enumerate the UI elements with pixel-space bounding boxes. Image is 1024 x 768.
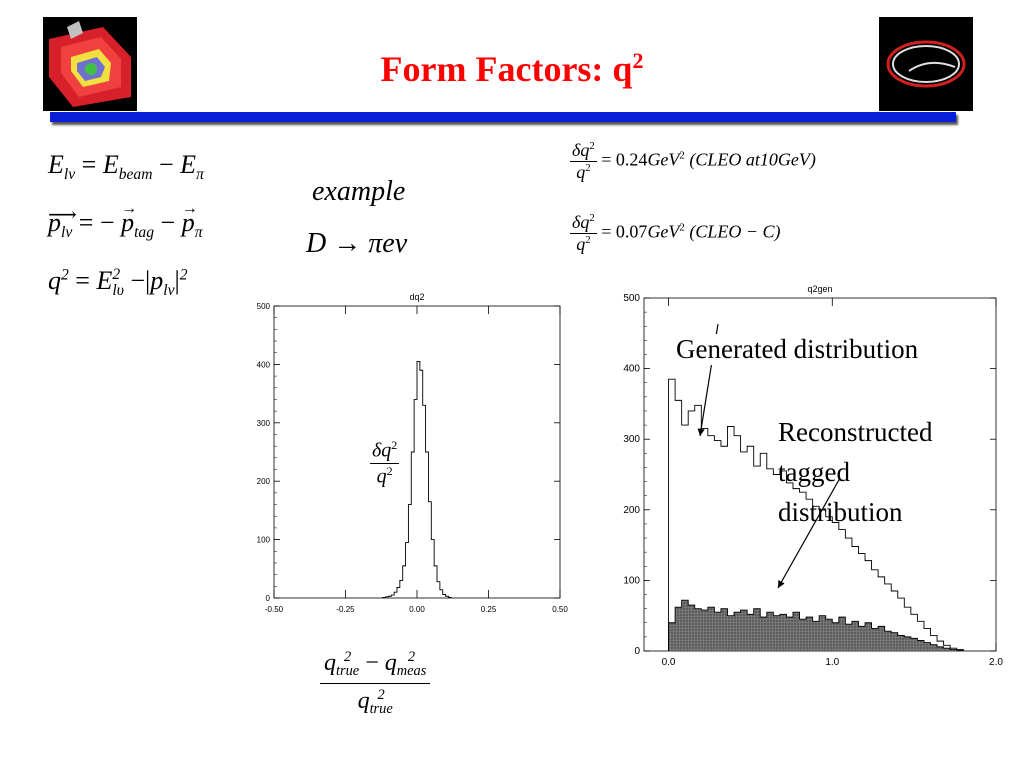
y-tick-label: 400 <box>623 364 640 375</box>
reconstructed-distribution-label: Reconstructed tagged distribution <box>778 417 933 527</box>
title-divider <box>50 112 956 122</box>
series-1-histogram <box>668 599 964 651</box>
chart-title: dq2 <box>409 292 424 302</box>
slide-title: Form Factors: q2 <box>380 48 644 89</box>
plot-resolution-fraction: δq2 q2 <box>370 438 400 488</box>
y-tick-label: 300 <box>623 434 640 445</box>
q2-equation: q2 = E 2 lυ −|plν|2 <box>48 266 188 300</box>
resolution-definition: q 2 true − q 2 meas q 2 true <box>320 650 431 717</box>
cleo-detector-cutaway-icon <box>43 17 137 111</box>
chart-title: q2gen <box>807 284 832 294</box>
resolution-cleo-c: δq2 q2 = 0.07GeV2 (CLEO − C) <box>570 212 781 254</box>
x-tick-label: 1.0 <box>825 657 839 668</box>
x-tick-label: 0.0 <box>662 657 676 668</box>
example-label: example <box>312 176 406 207</box>
y-tick-label: 500 <box>623 293 640 304</box>
y-tick-label: 200 <box>623 505 640 516</box>
y-tick-label: 400 <box>257 360 271 369</box>
q2gen-histogram: q2gen 0 100 200 300 400 500 0.0 1.0 2.0 <box>623 284 1003 668</box>
series-0-histogram <box>668 378 964 651</box>
y-tick-label: 0 <box>634 646 640 657</box>
x-tick-label: 0.50 <box>552 605 568 614</box>
y-tick-label: 100 <box>257 536 271 545</box>
momentum-equation: ⟶ plν = − → ptag − → pπ <box>48 200 203 242</box>
x-tick-label: -0.25 <box>336 605 355 614</box>
decay-equation: D → πeν <box>306 228 408 259</box>
x-tick-label: 0.25 <box>481 605 497 614</box>
energy-equation: Elν = Ebeam − Eπ <box>48 150 204 184</box>
y-tick-label: 100 <box>623 575 640 586</box>
x-tick-label: 2.0 <box>989 657 1003 668</box>
series-0-histogram <box>382 361 452 598</box>
y-tick-label: 300 <box>257 419 271 428</box>
reconstructed-arrow <box>777 477 841 589</box>
dq2-histogram: dq2 0 100 200 300 400 500 -0.50 -0.25 0.00 0.25 0.5… <box>257 292 569 614</box>
x-tick-label: 0.00 <box>409 605 425 614</box>
y-tick-label: 0 <box>266 594 271 603</box>
generated-distribution-label: Generated distribution <box>676 334 919 365</box>
cleo-ring-logo-icon <box>879 17 973 111</box>
resolution-10gev: δq2 q2 = 0.24GeV2 (CLEO at10GeV) <box>570 140 816 182</box>
y-tick-label: 200 <box>257 477 271 486</box>
x-tick-label: -0.50 <box>265 605 284 614</box>
y-tick-label: 500 <box>257 302 271 311</box>
plot-frame <box>273 305 561 599</box>
